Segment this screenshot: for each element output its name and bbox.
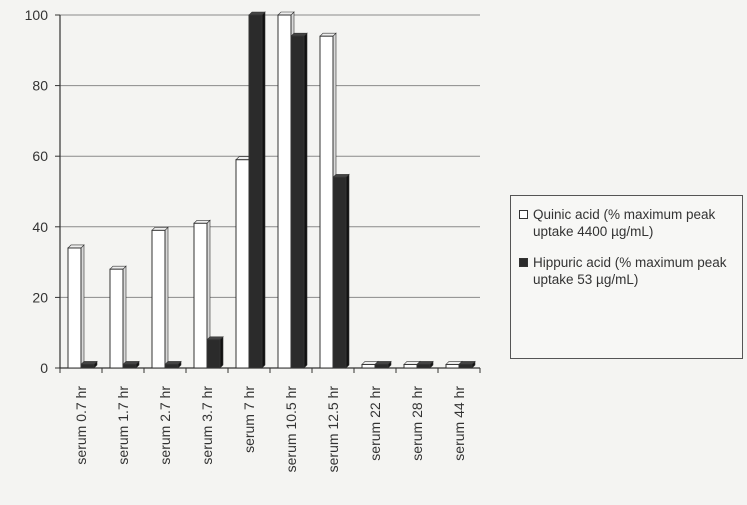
bar-quinic-acid — [403, 363, 418, 369]
x-tick-label: serum 22 hr — [367, 386, 383, 461]
bar-quinic-acid — [319, 35, 334, 369]
x-tick-label: serum 44 hr — [451, 386, 467, 461]
bar-hippuric-acid — [374, 363, 389, 369]
bar-hippuric-acid — [206, 339, 221, 369]
y-tick-label: 100 — [25, 7, 49, 23]
x-tick-label: serum 2.7 hr — [157, 386, 173, 465]
legend-swatch-hippuric-acid — [519, 258, 528, 267]
legend-item-quinic-acid: Quinic acid (% maximum peak uptake 4400 … — [519, 206, 736, 240]
y-tick-label: 0 — [40, 360, 48, 376]
bar-quinic-acid — [193, 222, 208, 369]
legend-item-hippuric-acid: Hippuric acid (% maximum peak uptake 53 … — [519, 254, 736, 288]
bar-hippuric-acid — [332, 176, 347, 369]
bar-hippuric-acid — [416, 363, 431, 369]
y-tick-label: 40 — [32, 219, 48, 235]
x-tick-label: serum 12.5 hr — [325, 386, 341, 473]
bar-quinic-acid — [235, 159, 250, 369]
legend-swatch-quinic-acid — [519, 210, 528, 219]
bar-hippuric-acid — [458, 363, 473, 369]
bar-quinic-acid — [67, 247, 82, 369]
x-tick-label: serum 7 hr — [241, 386, 257, 453]
y-tick-label: 80 — [32, 78, 48, 94]
bar-quinic-acid — [277, 14, 292, 369]
bar-quinic-acid — [109, 268, 124, 369]
bar-quinic-acid — [361, 363, 376, 369]
bar-quinic-acid — [151, 229, 166, 369]
x-tick-label: serum 3.7 hr — [199, 386, 215, 465]
bar-hippuric-acid — [164, 363, 179, 369]
x-tick-label: serum 0.7 hr — [73, 386, 89, 465]
bar-hippuric-acid — [290, 35, 305, 369]
x-tick-label: serum 1.7 hr — [115, 386, 131, 465]
bar-hippuric-acid — [80, 363, 95, 369]
bar-hippuric-acid — [122, 363, 137, 369]
legend-label-quinic-acid: Quinic acid (% maximum peak uptake 4400 … — [533, 207, 716, 239]
bar-quinic-acid — [445, 363, 460, 369]
x-tick-label: serum 28 hr — [409, 386, 425, 461]
legend-label-hippuric-acid: Hippuric acid (% maximum peak uptake 53 … — [533, 255, 727, 287]
y-tick-label: 60 — [32, 148, 48, 164]
chart-legend: Quinic acid (% maximum peak uptake 4400 … — [510, 195, 743, 359]
bar-hippuric-acid — [248, 14, 263, 369]
x-tick-label: serum 10.5 hr — [283, 386, 299, 473]
y-tick-label: 20 — [32, 289, 48, 305]
